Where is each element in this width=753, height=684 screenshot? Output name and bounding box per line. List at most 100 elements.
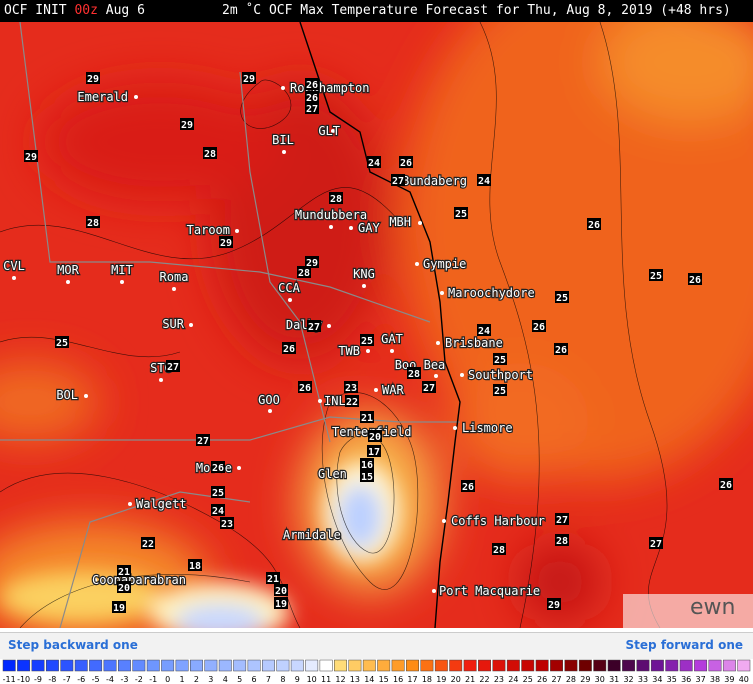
contour-label: 25 <box>212 488 224 499</box>
contour-label-box <box>344 381 358 393</box>
contour-label: 26 <box>299 383 311 394</box>
colorbar-label: 2 <box>194 675 199 684</box>
contour-label-box <box>305 102 319 114</box>
colorbar-label: 7 <box>266 675 271 684</box>
colorbar-swatch <box>521 659 535 672</box>
colorbar-swatch <box>132 659 146 672</box>
contour-label: 27 <box>167 362 179 373</box>
step-backward[interactable]: Step backward one <box>8 638 138 652</box>
place-dot <box>128 502 132 506</box>
colorbar-swatch <box>492 659 506 672</box>
place-dot <box>12 276 16 280</box>
header: OCF INIT 00z Aug 6 2m ˚C OCF Max Tempera… <box>0 0 753 22</box>
contour-label: 22 <box>346 397 358 408</box>
colorbar-label: 34 <box>652 675 662 684</box>
place-label: Roma <box>160 270 189 284</box>
place-dot <box>390 349 394 353</box>
colorbar-swatch <box>694 659 708 672</box>
place-dot <box>134 95 138 99</box>
place-dot <box>362 284 366 288</box>
colorbar-swatch <box>45 659 59 672</box>
colorbar-label: 27 <box>551 675 561 684</box>
colorbar-swatch <box>117 659 131 672</box>
colorbar: -11 -10 -9 -8 -7 -6 -5 -4 -3 -2 -1 0 1 2 3 4 5 6 7 8 9 10 11 12… <box>3 659 751 684</box>
contour-label: 27 <box>423 383 435 394</box>
contour-label: 27 <box>392 176 404 187</box>
colorbar-label: -11 <box>3 675 16 684</box>
place-label: Coonabarabran <box>92 573 186 587</box>
contour-label-box <box>688 273 702 285</box>
place-label: CCA <box>278 281 300 295</box>
contours <box>0 22 668 628</box>
colorbar-label: 35 <box>667 675 677 684</box>
colorbar-swatch <box>247 659 261 672</box>
contour-label-box <box>492 543 506 555</box>
place-dot <box>360 430 364 434</box>
colorbar-label: 5 <box>237 675 242 684</box>
colorbar-swatch <box>190 659 203 672</box>
init: OCF INIT <box>4 3 67 18</box>
contour-label-box <box>274 584 288 596</box>
step-forward[interactable]: Step forward one <box>625 638 743 652</box>
colorbar-label: 23 <box>494 675 504 684</box>
contour-label: 18 <box>189 561 201 572</box>
colorbar-label: -1 <box>149 675 157 684</box>
place-dot <box>436 341 440 345</box>
colorbar-label: 1 <box>180 675 185 684</box>
contour-label: 17 <box>368 447 380 458</box>
contour-label-box <box>493 384 507 396</box>
place-label: Taroom <box>187 223 230 237</box>
place-label: GOO <box>258 393 280 407</box>
colorbar-swatch <box>737 659 751 672</box>
place-label: WAR <box>382 383 404 397</box>
contour-label: 15 <box>361 472 373 483</box>
contour-label-box <box>422 381 436 393</box>
contour-label: 26 <box>306 80 318 91</box>
contour-label-box <box>220 517 234 529</box>
place-dot <box>366 349 370 353</box>
map: Emerald Rockhampton GLT BIL Bundaberg Mundubb… <box>0 22 753 628</box>
colorbar-label: 3 <box>208 675 213 684</box>
place-label: Brisbane <box>445 336 503 350</box>
contour-label: 29 <box>181 120 193 131</box>
colorbar-swatch <box>74 659 88 672</box>
place-label: KNG <box>353 267 375 281</box>
contour-label: 21 <box>361 413 373 424</box>
run-info: OCF INIT 00z Aug 6 <box>4 0 145 22</box>
colorbar-swatch <box>362 659 376 672</box>
contour-label: 29 <box>306 258 318 269</box>
contour-label-box <box>117 565 131 577</box>
colorbar-label: 40 <box>739 675 749 684</box>
contour-label-box <box>367 445 381 457</box>
contour-label-box <box>555 291 569 303</box>
colorbar-label: 39 <box>724 675 734 684</box>
colorbar-swatch <box>607 659 621 672</box>
colorbar-label: 37 <box>695 675 705 684</box>
place-dot <box>288 298 292 302</box>
contour-label: 19 <box>275 599 287 610</box>
colorbar-label: -7 <box>63 675 71 684</box>
place-dot <box>318 399 322 403</box>
colorbar-label: 16 <box>393 675 403 684</box>
contour-label: 20 <box>118 583 130 594</box>
contour-label-box <box>554 343 568 355</box>
place-label: SUR <box>162 317 184 331</box>
contour-label-box <box>180 118 194 130</box>
colorbar-swatch <box>377 659 391 672</box>
colorbar-label: 8 <box>280 675 285 684</box>
place-label: MBH <box>389 215 411 229</box>
contour-label: 23 <box>221 519 233 530</box>
contour-label: 27 <box>306 104 318 115</box>
contour-label-box <box>166 360 180 372</box>
colorbar-label: 31 <box>609 675 619 684</box>
place-dot <box>418 221 422 225</box>
colorbar-label: -2 <box>135 675 143 684</box>
place-dot <box>331 129 335 133</box>
colorbar-label: 26 <box>537 675 547 684</box>
colorbar-label: -3 <box>120 675 128 684</box>
contour-label-box <box>188 559 202 571</box>
place-label: BOL <box>56 388 78 402</box>
place-dot <box>349 226 353 230</box>
colorbar-swatch <box>233 659 247 672</box>
labels: Emerald Rockhampton GLT BIL Bundaberg Mundubb… <box>2 72 733 614</box>
